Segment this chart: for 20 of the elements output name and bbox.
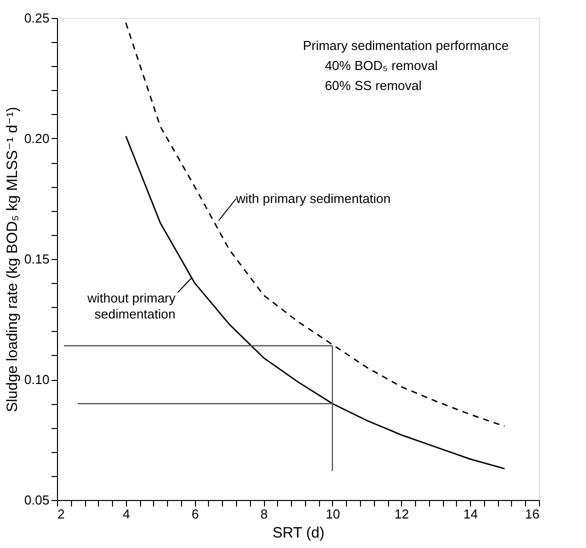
x-axis-title: SRT (d)	[272, 524, 324, 542]
x-tick-label: 2	[58, 506, 65, 522]
y-tick-label: 0.05	[24, 492, 50, 508]
x-tick-label: 8	[260, 506, 268, 522]
annotation: with primary sedimentation	[235, 190, 391, 206]
x-tick-label: 4	[122, 506, 130, 522]
y-tick-label: 0.10	[24, 372, 50, 387]
y-tick-label: 0.25	[24, 10, 50, 26]
y-tick-label: 0.15	[24, 252, 50, 266]
annotation: 60% SS removal	[324, 78, 422, 93]
x-tick-label: 6	[192, 506, 199, 522]
annotation: Primary sedimentation performance	[302, 38, 509, 53]
x-tick-label: 16	[525, 506, 540, 522]
x-tick-label: 14	[463, 506, 478, 522]
annotation: without primary sedimentation	[86, 290, 176, 322]
x-tick-label: 10	[326, 506, 340, 522]
y-axis-title: Sludge loading rate (kg BOD₅ kg MLSS⁻¹ d⁻¹)	[4, 106, 22, 412]
x-tick-label: 12	[394, 506, 410, 522]
annotation: 40% BOD₅ removal	[324, 58, 438, 73]
y-tick-label: 0.20	[24, 131, 50, 146]
